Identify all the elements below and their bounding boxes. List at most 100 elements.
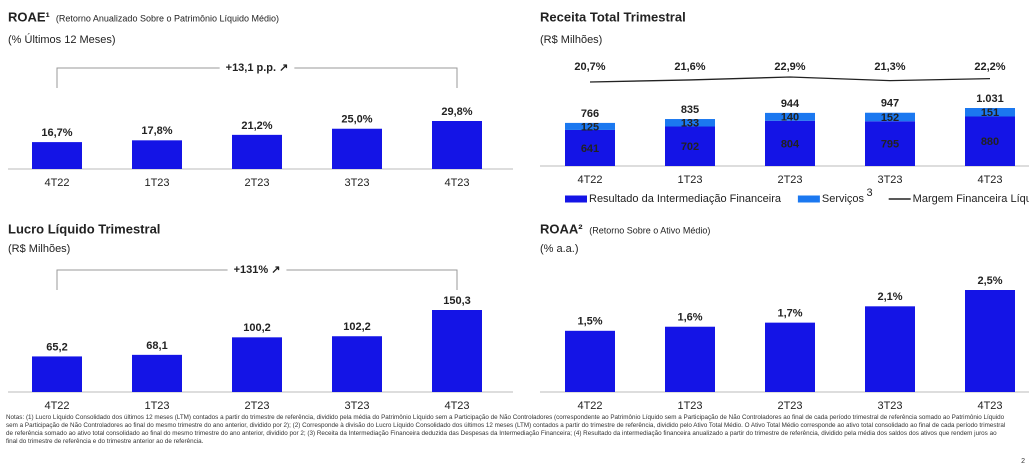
value-label: 100,2 [243, 322, 271, 334]
bar [432, 121, 482, 169]
x-tick-label: 2T23 [777, 174, 802, 186]
bar [32, 142, 82, 169]
annotation: +131% ↗ [234, 264, 281, 276]
x-tick-label: 2T23 [244, 400, 269, 412]
chart-unit: (% Últimos 12 Meses) [8, 33, 116, 46]
x-tick-label: 1T23 [144, 177, 169, 189]
notes: Notas: (1) Lucro Líquido Consolidado dos… [6, 414, 1006, 445]
bar-segment [965, 116, 1015, 166]
value-label: 1,7% [777, 308, 802, 320]
value-label: 68,1 [146, 340, 167, 352]
x-tick-label: 3T23 [344, 400, 369, 412]
segment-label: 152 [881, 112, 899, 124]
legend-note: 3 [867, 187, 873, 199]
x-tick-label: 4T22 [44, 400, 69, 412]
x-tick-label: 4T22 [44, 177, 69, 189]
bar-segment [765, 120, 815, 166]
x-tick-label: 1T23 [677, 400, 702, 412]
total-label: 944 [781, 98, 800, 110]
chart-unit: (R$ Milhões) [8, 243, 70, 255]
bar-segment [565, 129, 615, 166]
chart-title: ROAE¹ [8, 9, 50, 24]
bar-segment [865, 112, 915, 122]
line-series [589, 76, 991, 83]
value-label: 1,6% [677, 312, 702, 324]
segment-label: 795 [881, 139, 899, 151]
segment-label: 140 [781, 112, 799, 124]
legend-swatch [797, 195, 820, 203]
x-tick-label: 4T22 [577, 400, 602, 412]
chart-subtitle: (Retorno Sobre o Ativo Médio) [589, 225, 710, 235]
line-label: 22,2% [974, 61, 1005, 73]
x-tick-label: 4T23 [977, 174, 1002, 186]
bar-segment [965, 108, 1015, 117]
segment-label: 702 [681, 141, 699, 153]
x-tick-label: 2T23 [244, 177, 269, 189]
x-tick-label: 4T23 [444, 400, 469, 412]
x-tick-label: 4T23 [444, 177, 469, 189]
bar-segment [665, 126, 715, 166]
line-label: 21,3% [874, 61, 905, 73]
x-tick-label: 3T23 [344, 177, 369, 189]
segment-label: 641 [581, 143, 599, 155]
annotation-bg [219, 61, 295, 74]
legend-swatch [565, 195, 587, 203]
line-label: 22,9% [774, 61, 805, 73]
x-tick-label: 4T22 [577, 174, 602, 186]
segment-label: 133 [681, 118, 699, 130]
value-label: 16,7% [41, 127, 72, 139]
x-tick-label: 1T23 [677, 174, 702, 186]
legend-label: Resultado da Intermediação Financeira [589, 193, 782, 205]
segment-label: 880 [981, 136, 999, 148]
total-label: 766 [581, 108, 599, 120]
total-label: 1.031 [976, 93, 1004, 105]
x-tick-label: 3T23 [877, 400, 902, 412]
bar-segment [565, 122, 615, 130]
annotation-bg [227, 263, 287, 276]
x-tick-label: 2T23 [777, 400, 802, 412]
page-number: 2 [1021, 458, 1025, 465]
bar [32, 356, 82, 392]
annotation: +13,1 p.p. ↗ [226, 62, 289, 74]
chart-unit: (% a.a.) [540, 243, 579, 255]
chart-title: ROAA² [540, 221, 583, 236]
bar [132, 140, 182, 169]
value-label: 102,2 [343, 321, 371, 333]
bar [665, 326, 715, 392]
value-label: 2,1% [877, 291, 902, 303]
value-label: 29,8% [441, 106, 472, 118]
segment-label: 151 [981, 107, 999, 119]
value-label: 2,5% [977, 275, 1002, 287]
total-label: 835 [681, 104, 699, 116]
x-tick-label: 4T23 [977, 400, 1002, 412]
line-label: 20,7% [574, 61, 605, 73]
bar [765, 322, 815, 392]
bar [232, 134, 282, 169]
total-label: 947 [881, 98, 899, 110]
chart-unit: (R$ Milhões) [540, 34, 602, 46]
x-tick-label: 1T23 [144, 400, 169, 412]
segment-label: 804 [781, 138, 800, 150]
segment-label: 125 [581, 121, 599, 133]
value-label: 21,2% [241, 120, 272, 132]
bar [965, 290, 1015, 392]
bar-segment [865, 121, 915, 166]
value-label: 1,5% [577, 316, 602, 328]
chart-subtitle: (Retorno Anualizado Sobre o Patrimônio L… [56, 13, 279, 23]
bar [232, 337, 282, 392]
bar [565, 330, 615, 392]
legend-label: Serviços [822, 193, 865, 205]
chart-title: Receita Total Trimestral [540, 9, 686, 24]
line-label: 21,6% [674, 61, 705, 73]
bar-segment [765, 112, 815, 121]
bar-segment [665, 119, 715, 127]
bar [865, 306, 915, 392]
value-label: 17,8% [141, 125, 172, 137]
bar [432, 310, 482, 392]
bar [332, 336, 382, 392]
chart-title: Lucro Líquido Trimestral [8, 221, 160, 236]
legend-label: Margem Financeira Líquida [913, 193, 1029, 205]
bar [132, 354, 182, 392]
bar [332, 128, 382, 169]
